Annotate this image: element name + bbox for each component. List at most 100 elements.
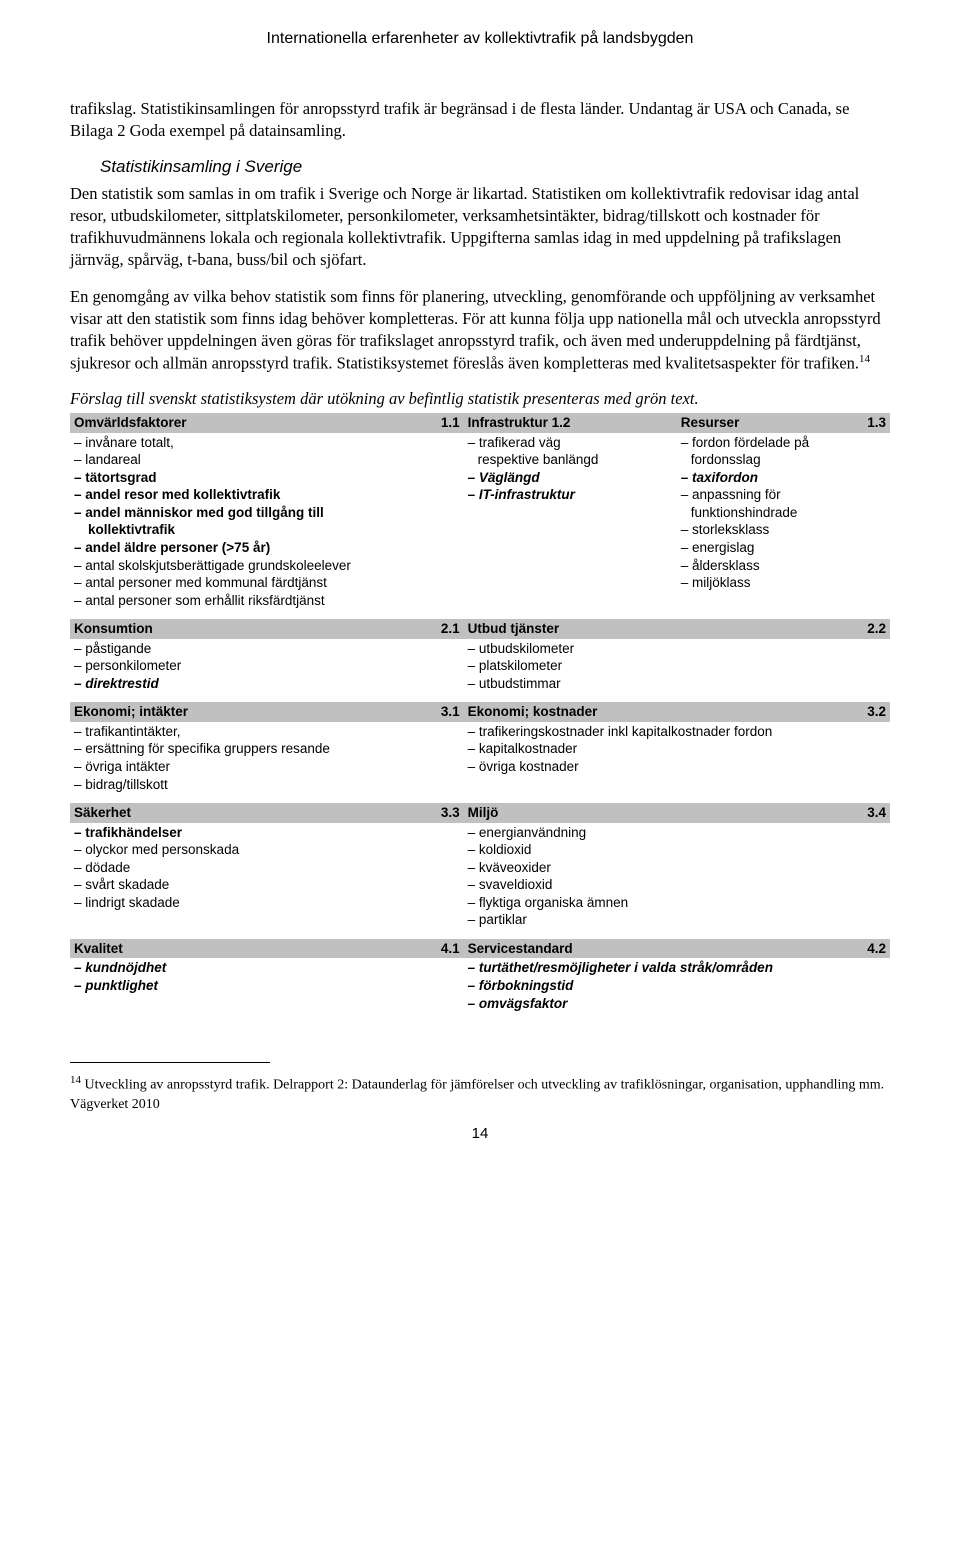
- list-item: – omvägsfaktor: [468, 995, 886, 1013]
- list-item: – antal skolskjutsberättigade grundskole…: [74, 557, 460, 575]
- block-title: Resurser: [681, 414, 740, 432]
- stats-table: Omvärldsfaktorer 1.1 – invånare totalt,–…: [70, 413, 890, 1022]
- block-num: 3.3: [441, 804, 460, 822]
- table-row: Säkerhet 3.3 – trafikhändelser– olyckor …: [70, 803, 890, 939]
- table-row: Kvalitet 4.1 – kundnöjdhet– punktlighet …: [70, 939, 890, 1022]
- block-title: Miljö: [468, 804, 499, 822]
- list-item: – turtäthet/resmöjligheter i valda stråk…: [468, 959, 886, 977]
- table-row: Konsumtion 2.1 – påstigande– personkilom…: [70, 619, 890, 702]
- list-item: – kapitalkostnader: [468, 740, 886, 758]
- block-title: Kvalitet: [74, 940, 123, 958]
- page-header: Internationella erfarenheter av kollekti…: [70, 30, 890, 48]
- block-title: Ekonomi; kostnader: [468, 703, 598, 721]
- list-item: funktionshindrade: [681, 504, 886, 522]
- footnote-marker: 14: [859, 353, 870, 365]
- block-header-3-1: Ekonomi; intäkter 3.1: [70, 702, 464, 722]
- list-item: – trafikeringskostnader inkl kapitalkost…: [468, 723, 886, 741]
- list-item: – dödade: [74, 859, 460, 877]
- block-num: 1.3: [867, 414, 886, 432]
- block-header-1-2: Infrastruktur 1.2: [464, 413, 677, 433]
- footnote-number: 14: [70, 1074, 81, 1086]
- list-item: – koldioxid: [468, 841, 886, 859]
- block-body-1-3: – fordon fördelade påfordonsslag– taxifo…: [677, 433, 890, 602]
- section-heading: Statistikinsamling i Sverige: [100, 157, 890, 177]
- list-item: – utbudskilometer: [468, 640, 886, 658]
- block-num: 1.1: [441, 414, 460, 432]
- block-body-4-2: – energianvändning– koldioxid– kväveoxid…: [464, 823, 890, 939]
- list-item: – tätortsgrad: [74, 469, 460, 487]
- list-item: – andel människor med god tillgång till: [74, 504, 460, 522]
- block-header-5-1: Kvalitet 4.1: [70, 939, 464, 959]
- block-title: Säkerhet: [74, 804, 131, 822]
- table-row: Ekonomi; intäkter 3.1 – trafikantintäkte…: [70, 702, 890, 803]
- list-item: – taxifordon: [681, 469, 886, 487]
- block-title: Omvärldsfaktorer: [74, 414, 187, 432]
- list-item: – Väglängd: [468, 469, 673, 487]
- list-item: – invånare totalt,: [74, 434, 460, 452]
- list-item: – trafikhändelser: [74, 824, 460, 842]
- list-item: – andel resor med kollektivtrafik: [74, 486, 460, 504]
- block-header-3-2: Ekonomi; kostnader 3.2: [464, 702, 890, 722]
- list-item: respektive banlängd: [468, 451, 673, 469]
- block-num: 4.1: [441, 940, 460, 958]
- list-item: – bidrag/tillskott: [74, 776, 460, 794]
- list-item: – personkilometer: [74, 657, 460, 675]
- block-title: Konsumtion: [74, 620, 153, 638]
- list-item: – miljöklass: [681, 574, 886, 592]
- list-item: – övriga kostnader: [468, 758, 886, 776]
- block-header-4-1: Säkerhet 3.3: [70, 803, 464, 823]
- block-header-4-2: Miljö 3.4: [464, 803, 890, 823]
- list-item: fordonsslag: [681, 451, 886, 469]
- list-item: – landareal: [74, 451, 460, 469]
- list-item: – IT-infrastruktur: [468, 486, 673, 504]
- block-body-5-2: – turtäthet/resmöjligheter i valda stråk…: [464, 958, 890, 1022]
- footnote: 14 Utveckling av anropsstyrd trafik. Del…: [70, 1073, 890, 1114]
- block-body-1-2: – trafikerad vägrespektive banlängd– Väg…: [464, 433, 677, 514]
- page-number: 14: [70, 1125, 890, 1142]
- list-item: – trafikerad väg: [468, 434, 673, 452]
- block-title: Utbud tjänster: [468, 620, 560, 638]
- list-item: – andel äldre personer (>75 år): [74, 539, 460, 557]
- list-item: – åldersklass: [681, 557, 886, 575]
- paragraph-3-text: En genomgång av vilka behov statistik so…: [70, 287, 881, 373]
- footnote-rule: [70, 1062, 270, 1063]
- block-num: 3.2: [867, 703, 886, 721]
- list-item: – fordon fördelade på: [681, 434, 886, 452]
- block-body-5-1: – kundnöjdhet– punktlighet: [70, 958, 464, 1004]
- list-item: – kundnöjdhet: [74, 959, 460, 977]
- block-header-5-2: Servicestandard 4.2: [464, 939, 890, 959]
- list-item: – olyckor med personskada: [74, 841, 460, 859]
- block-num: 4.2: [867, 940, 886, 958]
- table-caption: Förslag till svenskt statistiksystem där…: [70, 389, 890, 409]
- list-item: – punktlighet: [74, 977, 460, 995]
- list-item: – svaveldioxid: [468, 876, 886, 894]
- block-title: Servicestandard: [468, 940, 573, 958]
- list-item: – partiklar: [468, 911, 886, 929]
- list-item: – förbokningstid: [468, 977, 886, 995]
- list-item: – direktrestid: [74, 675, 460, 693]
- block-body-2-2: – utbudskilometer– platskilometer– utbud…: [464, 639, 890, 703]
- block-header-1-3: Resurser 1.3: [677, 413, 890, 433]
- list-item: – trafikantintäkter,: [74, 723, 460, 741]
- list-item: – svårt skadade: [74, 876, 460, 894]
- list-item: – ersättning för specifika gruppers resa…: [74, 740, 460, 758]
- list-item: – påstigande: [74, 640, 460, 658]
- list-item: – utbudstimmar: [468, 675, 886, 693]
- block-header-2-2: Utbud tjänster 2.2: [464, 619, 890, 639]
- block-header-1-1: Omvärldsfaktorer 1.1: [70, 413, 464, 433]
- list-item: – flyktiga organiska ämnen: [468, 894, 886, 912]
- block-body-4-1: – trafikhändelser– olyckor med personska…: [70, 823, 464, 922]
- block-num: 3.1: [441, 703, 460, 721]
- footnote-text: Utveckling av anropsstyrd trafik. Delrap…: [70, 1078, 884, 1112]
- list-item: kollektivtrafik: [74, 521, 460, 539]
- paragraph-3: En genomgång av vilka behov statistik so…: [70, 286, 890, 376]
- list-item: – platskilometer: [468, 657, 886, 675]
- list-item: – energianvändning: [468, 824, 886, 842]
- block-body-1-1: – invånare totalt,– landareal– tätortsgr…: [70, 433, 464, 619]
- list-item: – storleksklass: [681, 521, 886, 539]
- block-body-3-2: – trafikeringskostnader inkl kapitalkost…: [464, 722, 890, 786]
- list-item: – kväveoxider: [468, 859, 886, 877]
- list-item: – antal personer som erhållit riksfärdtj…: [74, 592, 460, 610]
- block-num: 2.1: [441, 620, 460, 638]
- list-item: – övriga intäkter: [74, 758, 460, 776]
